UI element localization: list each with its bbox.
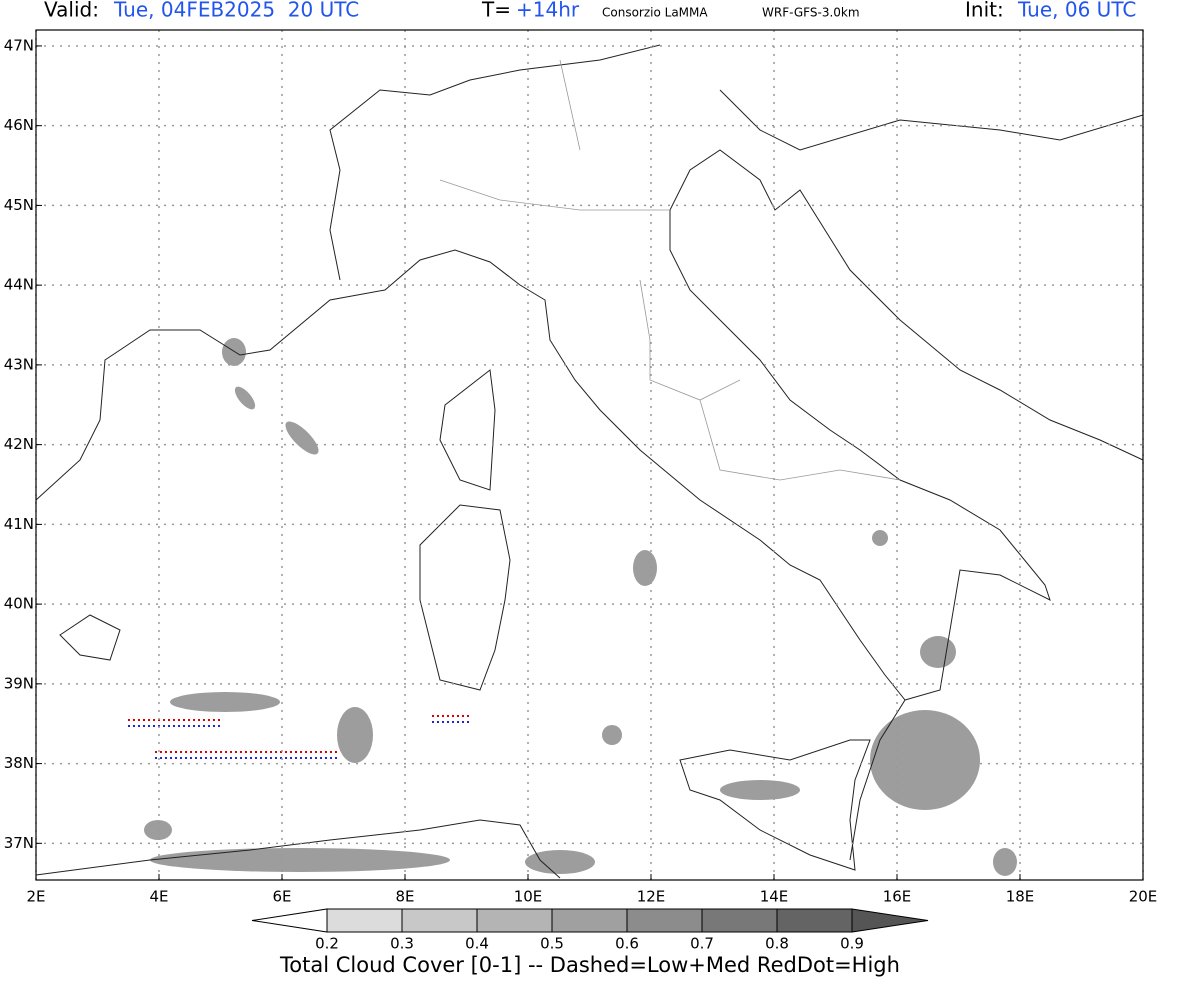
cloud <box>144 820 172 840</box>
colorbar-label: 0.5 <box>540 935 564 953</box>
y-tick-label: 44N <box>4 276 34 294</box>
cloud <box>993 848 1017 876</box>
colorbar-box <box>626 908 703 933</box>
africa <box>35 819 561 879</box>
high-cloud-dots <box>128 715 472 759</box>
valid-label: Valid: <box>44 0 99 22</box>
colorbar-label: 0.9 <box>840 935 864 953</box>
map-frame <box>35 29 1144 881</box>
cloud <box>920 636 956 668</box>
colorbar-label: 0.6 <box>615 935 639 953</box>
cloud <box>150 848 450 872</box>
sicily <box>679 739 871 871</box>
x-tick-label: 2E <box>26 888 45 906</box>
sardinia <box>419 504 511 691</box>
y-tick-label: 46N <box>4 116 34 134</box>
cloud <box>872 530 888 546</box>
x-tick-label: 6E <box>272 888 291 906</box>
cloud <box>222 338 246 366</box>
colorbar-label: 0.4 <box>465 935 489 953</box>
x-tick-label: 14E <box>760 888 789 906</box>
colorbar-box <box>551 908 628 933</box>
x-tick-label: 16E <box>883 888 912 906</box>
x-tick-label: 18E <box>1006 888 1035 906</box>
colorbar-low-extend <box>251 908 328 933</box>
cloud <box>633 550 657 586</box>
colorbar-high-extend <box>851 908 929 933</box>
t-label: T= <box>481 0 511 22</box>
y-tick-label: 40N <box>4 595 34 613</box>
x-tick-label: 20E <box>1129 888 1158 906</box>
colorbar-box <box>326 908 403 933</box>
center: Consorzio LaMMA <box>602 6 708 20</box>
t-value: +14hr <box>516 0 580 22</box>
colorbar-box <box>776 908 853 933</box>
x-tick-label: 12E <box>637 888 666 906</box>
init-label: Init: <box>965 0 1004 22</box>
corsica <box>439 369 496 491</box>
y-tick-label: 39N <box>4 674 34 692</box>
cloud <box>602 725 622 745</box>
cloud <box>525 850 595 874</box>
colorbar-box <box>476 908 553 933</box>
colorbar-label: 0.3 <box>390 935 414 953</box>
coastline <box>35 149 1144 861</box>
cloud <box>870 710 980 810</box>
y-tick-label: 41N <box>4 515 34 533</box>
y-tick-label: 43N <box>4 355 34 373</box>
region-borders <box>439 59 901 481</box>
clouds <box>144 338 1017 876</box>
cloud <box>720 780 800 800</box>
x-tick-label: 4E <box>149 888 168 906</box>
colorbar-box <box>401 908 478 933</box>
colorbar-label: 0.2 <box>315 935 339 953</box>
colorbar-box <box>701 908 778 933</box>
x-tick-label: 8E <box>395 888 414 906</box>
valid-time: Tue, 04FEB2025 20 UTC <box>113 0 359 22</box>
alps-border <box>329 44 1144 281</box>
colorbar-caption: Total Cloud Cover [0-1] -- Dashed=Low+Me… <box>279 953 900 977</box>
y-tick-label: 37N <box>4 834 34 852</box>
x-tick-label: 10E <box>514 888 543 906</box>
y-tick-label: 45N <box>4 196 34 214</box>
cloud <box>170 692 280 712</box>
colorbar-label: 0.8 <box>765 935 789 953</box>
mallorca <box>59 614 121 661</box>
cloud <box>234 386 256 410</box>
y-tick-label: 38N <box>4 754 34 772</box>
init-time: Tue, 06 UTC <box>1017 0 1136 22</box>
colorbar-label: 0.7 <box>690 935 714 953</box>
cloud <box>337 707 373 763</box>
model: WRF-GFS-3.0km <box>762 6 860 20</box>
y-tick-label: 47N <box>4 36 34 54</box>
cloud <box>285 421 319 455</box>
y-tick-label: 42N <box>4 435 34 453</box>
